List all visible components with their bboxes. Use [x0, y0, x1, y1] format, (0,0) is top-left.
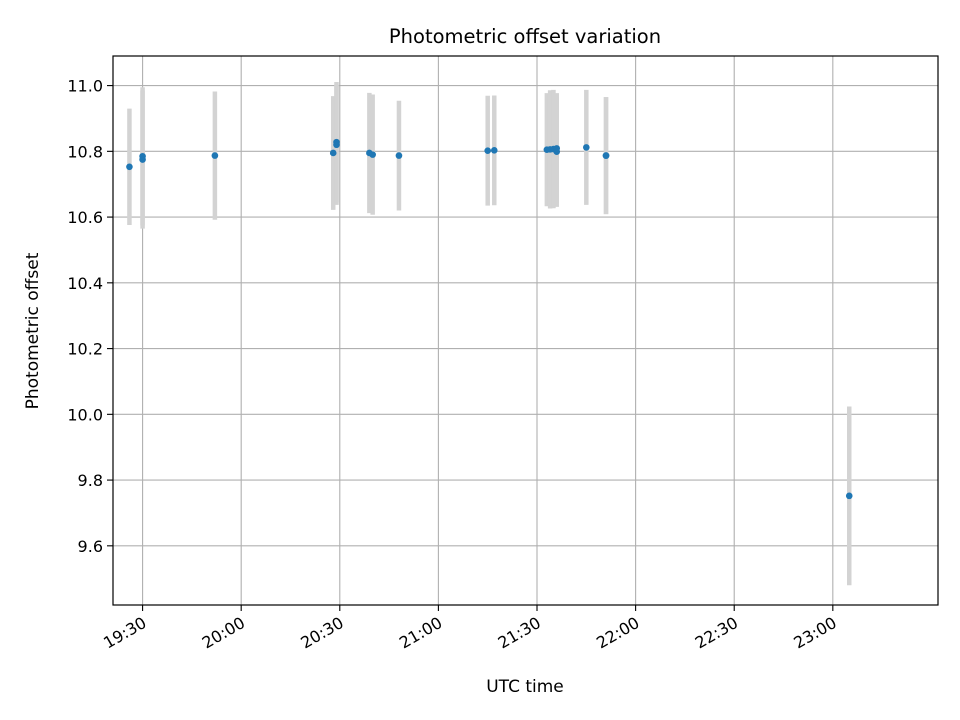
plot-frame [112, 55, 939, 606]
x-tick-label: 21:30 [495, 613, 544, 653]
y-tick-label: 10.0 [67, 405, 103, 424]
data-point [333, 141, 340, 149]
data-point [553, 148, 561, 155]
x-tick-label: 20:30 [297, 613, 346, 653]
y-axis-ticks: 9.6 9.8 10.0 10.2 10.4 10.6 10.8 11.0 [67, 77, 113, 556]
y-axis-label: Photometric offset [23, 252, 43, 409]
data-point [602, 152, 610, 159]
data-point [395, 152, 403, 159]
x-tick-label: 21:00 [396, 613, 445, 653]
y-tick-label: 10.8 [67, 142, 103, 161]
y-tick-label: 9.8 [78, 471, 103, 490]
chart-title: Photometric offset variation [389, 25, 661, 48]
x-tick-label: 22:30 [692, 613, 741, 653]
x-axis-label: UTC time [486, 677, 564, 697]
data-point [211, 152, 219, 159]
y-tick-label: 10.6 [67, 208, 103, 227]
data-point [845, 492, 853, 500]
y-tick-label: 10.2 [67, 340, 103, 359]
y-tick-label: 11.0 [67, 77, 103, 96]
data-point [484, 147, 492, 154]
data-point [329, 149, 337, 157]
data-point [139, 156, 146, 163]
x-tick-label: 22:00 [593, 613, 642, 653]
data-point [583, 144, 590, 151]
y-tick-label: 9.6 [78, 537, 103, 556]
data-point [369, 151, 376, 158]
y-tick-label: 10.4 [67, 274, 103, 293]
data-point [490, 147, 498, 154]
data-points [126, 138, 853, 500]
error-bars [127, 81, 852, 586]
x-tick-label: 23:00 [790, 613, 839, 653]
x-axis-ticks: 19:30 20:00 20:30 21:00 21:30 22:00 22:30 23:00 [100, 605, 840, 653]
x-tick-label: 20:00 [199, 613, 248, 653]
data-point [126, 163, 133, 171]
x-tick-label: 19:30 [100, 613, 149, 653]
grid-lines [113, 56, 938, 605]
